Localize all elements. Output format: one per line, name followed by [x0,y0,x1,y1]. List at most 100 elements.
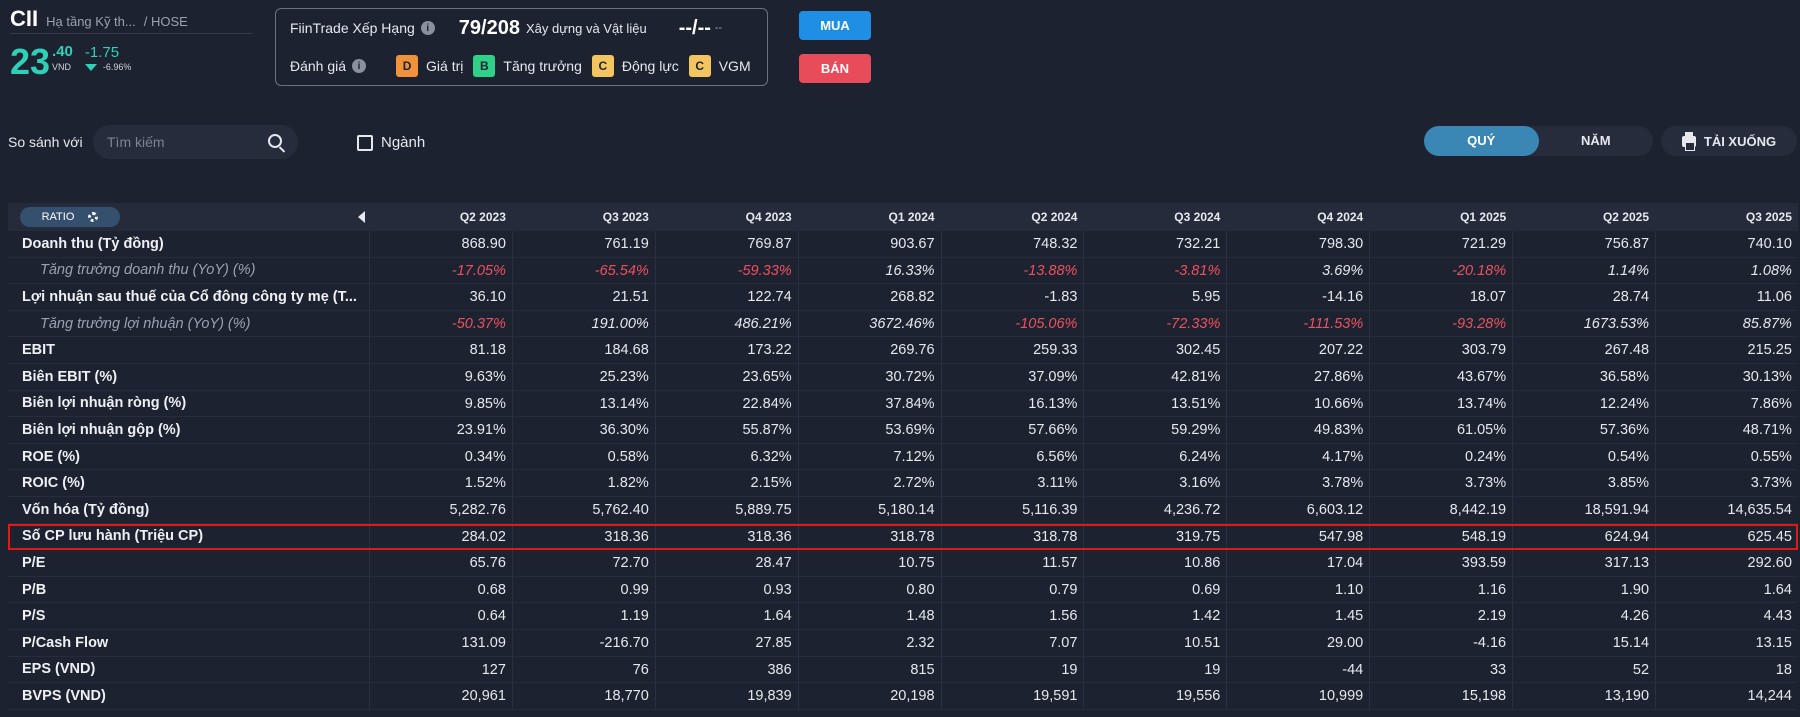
cell-value: 37.09% [940,363,1084,390]
cell-value: 207.22 [1226,337,1369,363]
industry-label: Ngành [381,134,426,151]
table-row[interactable]: ROE (%) 0.34% 0.58% 6.32% 7.12% 6.56% 6.24% 4.1… [8,443,1798,471]
cell-value: 721.29 [1369,231,1512,257]
table-row[interactable]: P/Cash Flow 131.09 -216.70 27.85 2.32 7.07 10.… [8,629,1798,657]
rating-panel: FiinTrade Xếp Hạng i 79/208 Xây dựng và … [275,8,768,86]
cell-value: 761.19 [511,231,655,257]
cell-value: 42.81% [1083,363,1226,390]
cell-value: 3.11% [940,470,1084,496]
cell-value: -4.16 [1369,629,1512,656]
row-label: Tăng trưởng lợi nhuận (YoY) (%) [40,315,251,332]
info-icon[interactable]: i [352,59,367,73]
cell-value: -1.83 [940,284,1084,310]
info-icon[interactable]: i [420,21,435,35]
cell-value: 319.75 [1083,523,1226,550]
cell-value: 1.90 [1512,576,1655,603]
cell-value: 28.47 [654,550,798,576]
cell-value: 3.73% [1369,470,1512,496]
table-row[interactable]: EBIT 81.18 184.68 173.22 269.76 259.33 302.45 2… [8,337,1798,364]
year-tab[interactable]: NĂM [1580,133,1611,148]
cell-value: -50.37% [369,310,512,337]
cell-value: 18 [1655,656,1798,683]
cell-value: 215.25 [1655,337,1798,363]
cell-value: 25.23% [511,363,655,390]
quarter-tab[interactable]: QUÝ [1424,126,1539,156]
rating-badge[interactable]: C VGM [688,55,751,77]
table-row[interactable]: P/B 0.68 0.99 0.93 0.80 0.79 0.69 1.10 1.16 1.90 1… [8,576,1798,604]
cell-value: -111.53% [1226,310,1369,337]
table-row[interactable]: Biên lợi nhuận ròng (%) 9.85% 13.14% 22.84%… [8,390,1798,418]
table-row[interactable]: BVPS (VND) 20,961 18,770 19,839 20,198 19,591… [8,683,1798,710]
table-row[interactable]: Biên lợi nhuận gộp (%) 23.91% 36.30% 55.87%… [8,417,1798,444]
industry-toggle[interactable]: Ngành [357,134,425,151]
cell-value: 30.13% [1655,363,1798,390]
cell-value: 815 [797,656,941,683]
buy-button[interactable]: MUA [799,11,871,40]
table-row[interactable]: Tăng trưởng lợi nhuận (YoY) (%) -50.37% 19… [8,310,1798,338]
cell-value: 18,770 [511,683,655,709]
cell-value: 548.19 [1369,523,1512,550]
cell-value: 184.68 [511,337,655,363]
table-row[interactable]: Tăng trưởng doanh thu (YoY) (%) -17.05% -6… [8,257,1798,285]
cell-value: 748.32 [940,231,1084,257]
cell-value: 8,442.19 [1369,496,1512,523]
table-row[interactable]: Lợi nhuận sau thuế của Cổ đông công ty m… [8,284,1798,311]
sell-button[interactable]: BÁN [799,54,871,83]
cell-value: 65.76 [369,550,512,576]
rating-badge[interactable]: B Tăng trưởng [473,55,582,77]
cell-value: 122.74 [654,284,798,310]
rating-sector: Xây dựng và Vật liệu [525,20,647,36]
period-toggle: QUÝ NĂM [1424,126,1653,156]
cell-value: 76 [511,656,655,683]
cell-value: 14,244 [1655,683,1798,709]
price-decimal: .40 [52,43,73,60]
cell-value: 5,282.76 [369,496,512,523]
column-header: Q4 2023 [745,210,792,224]
industry-checkbox[interactable] [357,134,373,151]
cell-value: 798.30 [1226,231,1369,257]
cell-value: 269.76 [797,337,941,363]
ticker-symbol[interactable]: CII [10,6,39,31]
chevron-left-icon[interactable] [358,211,365,223]
rating-rank: 79/208 [458,16,520,39]
cell-value: 259.33 [940,337,1084,363]
cell-value: 6,603.12 [1226,496,1369,523]
cell-value: 2.72% [797,470,941,496]
search-icon[interactable] [268,134,282,148]
search-input[interactable] [107,125,267,159]
rating-badge[interactable]: D Giá trị [396,55,463,77]
table-body: Doanh thu (Tỷ đồng) 868.90 761.19 769.87 903… [8,231,1798,710]
row-label: P/Cash Flow [22,634,109,651]
ratio-table: RATIO Q2 2023 Q3 2023 Q4 2023 Q1 2024 Q2 202… [8,203,1798,710]
table-row[interactable]: EPS (VND) 127 76 386 815 19 19 -44 33 52 18 [8,656,1798,684]
cell-value: 6.24% [1083,443,1226,470]
table-row[interactable]: ROIC (%) 1.52% 1.82% 2.15% 2.72% 3.11% 3.16% 3.… [8,470,1798,497]
cell-value: 0.58% [511,443,655,470]
cell-value: 16.33% [797,257,941,284]
table-row[interactable]: P/S 0.64 1.19 1.64 1.48 1.56 1.42 1.45 2.19 4.26 4… [8,603,1798,630]
rating-badge[interactable]: C Động lực [591,55,679,77]
table-row[interactable]: Vốn hóa (Tỷ đồng) 5,282.76 5,762.40 5,889.7… [8,496,1798,524]
table-row-highlighted[interactable]: Số CP lưu hành (Triệu CP) 284.02 318.36 318… [8,523,1798,551]
row-label: P/B [22,581,47,598]
table-row[interactable]: P/E 65.76 72.70 28.47 10.75 11.57 10.86 17.04 39… [8,550,1798,577]
cell-value: 386 [654,656,798,683]
column-header: Q1 2024 [888,210,935,224]
cell-value: 59.29% [1083,417,1226,443]
table-row[interactable]: Biên EBIT (%) 9.63% 25.23% 23.65% 30.72% 37.0… [8,363,1798,391]
row-label: P/E [22,554,46,571]
cell-value: -105.06% [940,310,1084,337]
cell-value: 20,198 [797,683,941,709]
rating-badge-letter: D [396,55,419,77]
cell-value: 4.43 [1655,603,1798,629]
cell-value: 11.57 [940,550,1084,576]
ratio-settings-button[interactable]: RATIO [20,207,120,227]
cell-value: 318.78 [797,523,941,550]
cell-value: 0.64 [369,603,512,629]
price-change: -1.75 [84,44,120,61]
download-button[interactable]: TẢI XUỐNG [1661,126,1797,156]
table-row[interactable]: Doanh thu (Tỷ đồng) 868.90 761.19 769.87 903… [8,231,1798,258]
cell-value: 23.65% [654,363,798,390]
cell-value: 302.45 [1083,337,1226,363]
cell-value: 1.56 [940,603,1084,629]
